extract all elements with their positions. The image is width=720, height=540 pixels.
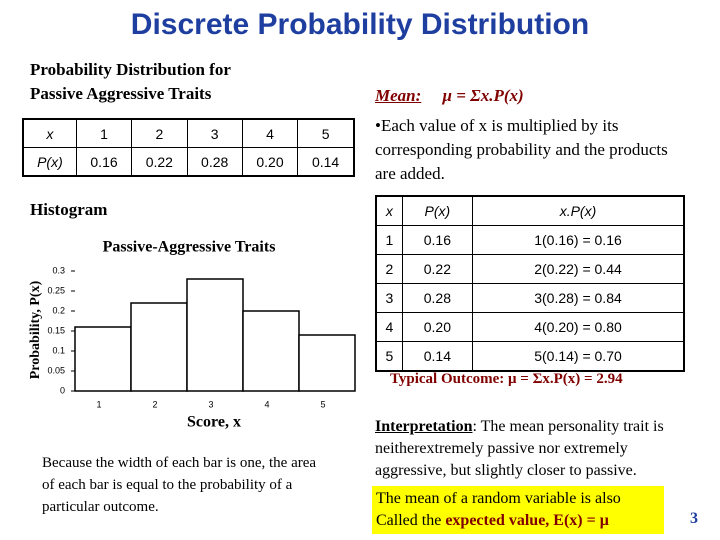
mean-label: Mean: xyxy=(375,86,422,105)
table-cell: 2 xyxy=(131,118,188,148)
table-header-row: x P(x) x.P(x) xyxy=(375,195,685,226)
interpretation-text: : The mean personality trait is neithere… xyxy=(375,418,664,479)
heading-line: Passive Aggressive Traits xyxy=(30,84,212,103)
table-cell: 0.22 xyxy=(131,147,188,177)
table-cell: 5 xyxy=(297,118,355,148)
mean-line: Mean: μ = Σx.P(x) xyxy=(375,86,524,106)
table-row: 1 0.16 1(0.16) = 0.16 xyxy=(375,225,685,255)
table-header-cell: P(x) xyxy=(401,195,473,226)
x-tick-label: 4 xyxy=(264,399,269,409)
x-axis-label: Score, x xyxy=(187,414,241,431)
box-formula: E(x) = μ xyxy=(549,512,609,529)
table-cell: 2(0.22) = 0.44 xyxy=(471,254,685,284)
interpretation-label: Interpretation xyxy=(375,418,473,435)
slide-title: Discrete Probability Distribution xyxy=(130,8,590,41)
table-cell: 0.28 xyxy=(186,147,243,177)
table-cell: 1 xyxy=(375,225,403,255)
table-header-cell: x xyxy=(375,195,403,226)
heading-line: Probability Distribution for xyxy=(30,60,231,79)
table-cell: 0.14 xyxy=(401,341,473,372)
mean-formula: μ = Σx.P(x) xyxy=(442,86,524,105)
highlight-box: The mean of a random variable is also Ca… xyxy=(372,486,664,534)
y-tick-label: 0.15 xyxy=(47,325,65,335)
y-tick-label: 0.1 xyxy=(52,345,65,355)
table-cell: 0.22 xyxy=(401,254,473,284)
table-cell: 3(0.28) = 0.84 xyxy=(471,283,685,313)
interpretation: Interpretation: The mean personality tra… xyxy=(375,416,695,482)
mean-table: x P(x) x.P(x) 1 0.16 1(0.16) = 0.16 2 0.22 2(0.2… xyxy=(375,195,685,372)
table-header-cell: x.P(x) xyxy=(471,195,685,226)
typical-outcome: Typical Outcome: μ = Σx.P(x) = 2.94 xyxy=(390,371,623,387)
distribution-table: x 1 2 3 4 5 P(x) 0.16 0.22 0.28 0.20 0.14 xyxy=(22,118,355,177)
y-tick-label: 0.25 xyxy=(47,285,65,295)
table-cell: 0.20 xyxy=(241,147,299,177)
x-tick-label: 1 xyxy=(96,399,101,409)
table-cell: 0.14 xyxy=(297,147,355,177)
bar xyxy=(130,302,188,392)
table-row: 2 0.22 2(0.22) = 0.44 xyxy=(375,254,685,284)
table-cell: 0.16 xyxy=(401,225,473,255)
table-cell: 5(0.14) = 0.70 xyxy=(471,341,685,372)
y-tick-label: 0.2 xyxy=(52,305,65,315)
table-cell: 4 xyxy=(241,118,299,148)
y-tick-label: 0.3 xyxy=(52,265,65,275)
table-cell: 1 xyxy=(75,118,133,148)
bullet: •Each value of x is multiplied by its co… xyxy=(375,116,668,183)
x-tick-label: 3 xyxy=(208,399,213,409)
table-cell: 4(0.20) = 0.80 xyxy=(471,312,685,342)
table-cell: 3 xyxy=(186,118,243,148)
table-cell: P(x) xyxy=(22,147,77,177)
bar xyxy=(74,326,132,392)
table-row: P(x) 0.16 0.22 0.28 0.20 0.14 xyxy=(22,147,355,177)
y-tick-label: 0.05 xyxy=(47,365,65,375)
bar xyxy=(186,278,244,392)
x-tick-label: 2 xyxy=(152,399,157,409)
y-tick-label: 0 xyxy=(60,385,65,395)
x-tick-label: 5 xyxy=(320,399,325,409)
table-cell: 0.28 xyxy=(401,283,473,313)
table-cell: 5 xyxy=(375,341,403,372)
y-axis-label: Probability, P(x) xyxy=(28,280,43,379)
page-number: 3 xyxy=(690,510,698,527)
table-cell: 0.20 xyxy=(401,312,473,342)
table-row: 4 0.20 4(0.20) = 0.80 xyxy=(375,312,685,342)
table-row: 5 0.14 5(0.14) = 0.70 xyxy=(375,341,685,372)
chart-title: Passive-Aggressive Traits xyxy=(103,239,276,256)
table-cell: 2 xyxy=(375,254,403,284)
bar xyxy=(298,334,356,392)
table-cell: 1(0.16) = 0.16 xyxy=(471,225,685,255)
box-term: expected value, xyxy=(445,512,550,529)
table-cell: 4 xyxy=(375,312,403,342)
table-cell: 0.16 xyxy=(75,147,133,177)
bar xyxy=(242,310,300,392)
table-row: 3 0.28 3(0.28) = 0.84 xyxy=(375,283,685,313)
histogram-label: Histogram xyxy=(30,200,108,219)
table-cell: 3 xyxy=(375,283,403,313)
left-heading: Probability Distribution for Passive Agg… xyxy=(30,58,231,106)
box-text: The mean of a random variable is also Ca… xyxy=(376,490,621,529)
caption: Because the width of each bar is one, th… xyxy=(42,455,317,515)
